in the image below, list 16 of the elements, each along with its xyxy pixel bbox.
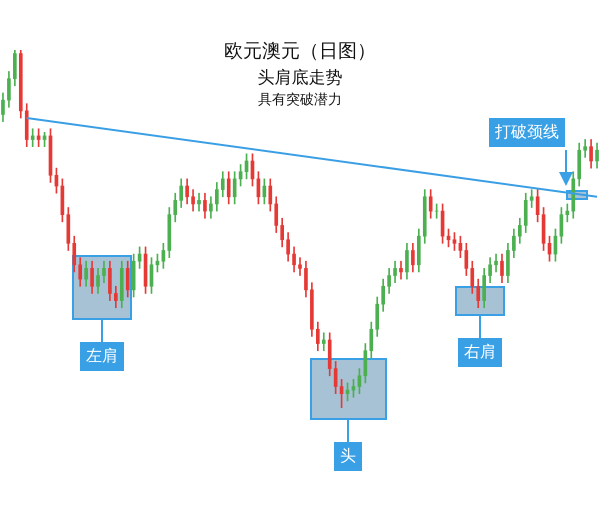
text: 头 <box>334 442 362 471</box>
candlestick <box>446 228 450 248</box>
candlestick <box>452 232 456 251</box>
text: 头肩底走势 <box>256 67 344 89</box>
annotation: 打破颈线 <box>489 118 565 147</box>
chart-title: 欧元澳元（日图） <box>223 39 377 64</box>
candlestick <box>352 379 356 398</box>
annotation: 左肩 <box>80 342 124 370</box>
candlestick <box>399 260 403 280</box>
candlestick <box>494 254 498 272</box>
candlestick <box>298 257 302 276</box>
candlestick <box>156 254 160 272</box>
candlestick <box>346 382 350 402</box>
annotation: 右肩 <box>458 338 502 367</box>
annotation: 具有突破潜力 <box>257 91 343 109</box>
candlestick <box>197 192 201 212</box>
